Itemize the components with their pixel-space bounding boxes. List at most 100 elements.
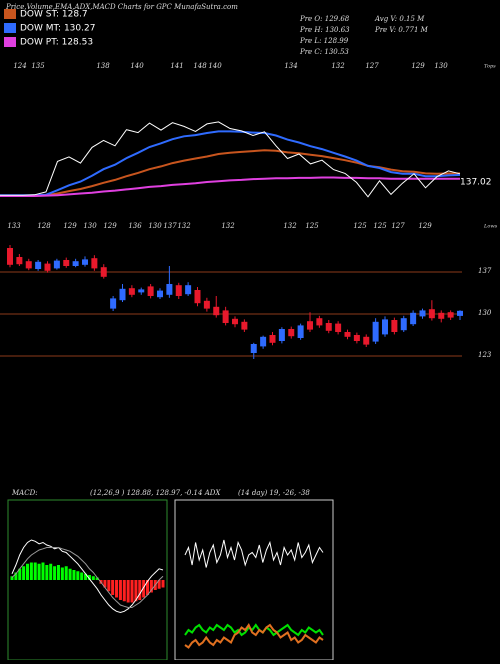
histogram-bar <box>91 576 95 580</box>
candle-body <box>353 335 360 341</box>
candle-body <box>53 260 60 269</box>
top-label: 134 <box>284 62 297 70</box>
candle-body <box>297 325 304 338</box>
candle-body <box>72 261 79 266</box>
candle-body <box>194 290 201 304</box>
stat: Pre H: 130.63 <box>299 26 350 34</box>
histogram-bar <box>14 572 18 580</box>
stat: Pre O: 129.68 <box>299 15 350 23</box>
candle-body <box>457 310 463 316</box>
candle-body <box>447 312 454 318</box>
stat: Avg V: 0.15 M <box>374 15 425 23</box>
low-label: 127 <box>391 222 405 230</box>
ema-line <box>0 149 460 197</box>
candle-body <box>16 257 23 265</box>
top-label: 148 <box>193 62 207 70</box>
low-label: 129 <box>63 222 77 230</box>
candle-body <box>119 288 126 301</box>
candle-body <box>372 321 379 342</box>
candle-body <box>269 335 276 343</box>
low-label: 136 <box>128 222 142 230</box>
stat: Pre C: 130.53 <box>299 48 349 56</box>
adx-line <box>184 623 324 637</box>
candle-body <box>7 248 13 265</box>
low-label: 130 <box>148 222 162 230</box>
stat: Pre L: 128.99 <box>299 37 349 45</box>
macd-line <box>11 547 164 608</box>
y-tick-label: 130 <box>478 309 492 317</box>
histogram-bar <box>126 580 130 603</box>
histogram-bar <box>37 563 41 580</box>
legend-swatch <box>4 23 16 33</box>
histogram-bar <box>149 580 153 593</box>
histogram-bar <box>76 571 80 580</box>
histogram-bar <box>87 575 91 580</box>
page-title: Price,Volume,EMA,ADX,MACD Charts for GPC… <box>5 3 238 11</box>
histogram-bar <box>60 567 64 580</box>
lows-label: Lows <box>483 224 498 230</box>
histogram-bar <box>25 563 29 580</box>
histogram-bar <box>22 566 26 580</box>
histogram-bar <box>134 580 138 602</box>
histogram-bar <box>138 580 142 600</box>
candle-body <box>241 321 248 330</box>
candle-body <box>391 320 398 332</box>
top-label: 127 <box>365 62 379 70</box>
histogram-bar <box>53 566 57 580</box>
histogram-bar <box>41 562 45 580</box>
candle-body <box>213 306 220 316</box>
candle-body <box>91 258 98 269</box>
low-label: 125 <box>305 222 319 230</box>
candle-body <box>400 318 407 331</box>
candle-body <box>232 318 238 325</box>
legend-label: DOW PT: 128.53 <box>20 38 93 48</box>
histogram-bar <box>49 563 53 580</box>
legend-swatch <box>4 9 16 19</box>
histogram-bar <box>118 580 122 600</box>
top-label: 138 <box>96 62 110 70</box>
low-label: 132 <box>283 222 297 230</box>
candle-body <box>63 260 70 266</box>
panel-title: MACD: <box>11 489 38 497</box>
low-label: 133 <box>7 222 21 230</box>
histogram-bar <box>103 580 107 588</box>
candle-body <box>363 336 370 345</box>
low-label: 132 <box>221 222 235 230</box>
y-tick-label: 137 <box>478 267 492 275</box>
candle-body <box>110 298 117 309</box>
candle-body <box>278 329 285 341</box>
top-label: 140 <box>130 62 144 70</box>
candle-body <box>35 261 42 269</box>
tops-label: Tops <box>484 64 496 70</box>
ema-line <box>0 130 461 197</box>
candle-body <box>175 285 182 296</box>
candle-body <box>166 284 173 295</box>
low-label: 129 <box>418 222 432 230</box>
histogram-bar <box>72 570 76 580</box>
y-tick-label: 123 <box>478 351 492 359</box>
histogram-bar <box>142 580 146 598</box>
histogram-bar <box>107 580 111 592</box>
candle-body <box>410 312 417 325</box>
candle-body <box>344 332 351 337</box>
top-label: 141 <box>170 62 183 70</box>
top-label: 132 <box>331 62 345 70</box>
candle-body <box>382 319 388 335</box>
legend-label: DOW ST: 128.7 <box>20 10 88 20</box>
histogram-bar <box>111 580 115 595</box>
low-label: 125 <box>353 222 367 230</box>
histogram-bar <box>68 568 72 580</box>
candle-body <box>250 344 257 353</box>
legend-swatch <box>4 37 16 47</box>
price-annotation: 137.02 <box>460 178 492 188</box>
histogram-bar <box>161 580 165 588</box>
candle-body <box>128 288 135 295</box>
adx-line <box>184 623 324 649</box>
candle-body <box>428 309 435 319</box>
top-label: 140 <box>208 62 222 70</box>
histogram-bar <box>95 577 99 580</box>
candle-body <box>82 259 88 265</box>
candle-body <box>203 300 210 309</box>
